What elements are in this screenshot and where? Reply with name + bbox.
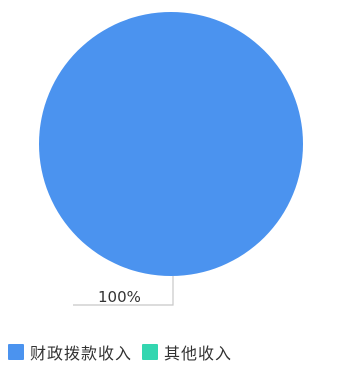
chart-legend: 财政拨款收入 其他收入 <box>8 340 232 364</box>
legend-item-financial[interactable]: 财政拨款收入 <box>8 340 132 364</box>
pie-slices <box>39 12 303 276</box>
legend-label-financial: 财政拨款收入 <box>30 344 133 363</box>
legend-swatch-other <box>142 344 159 360</box>
legend-swatch-financial <box>8 344 24 360</box>
slice-label-financial: 100% <box>98 288 141 306</box>
legend-label-other: 其他收入 <box>164 344 233 363</box>
slice-leader-line <box>73 276 174 306</box>
pie-slice-financial[interactable] <box>39 12 303 276</box>
slice-label-group: 100% <box>73 276 174 306</box>
legend-item-other[interactable]: 其他收入 <box>142 340 232 364</box>
